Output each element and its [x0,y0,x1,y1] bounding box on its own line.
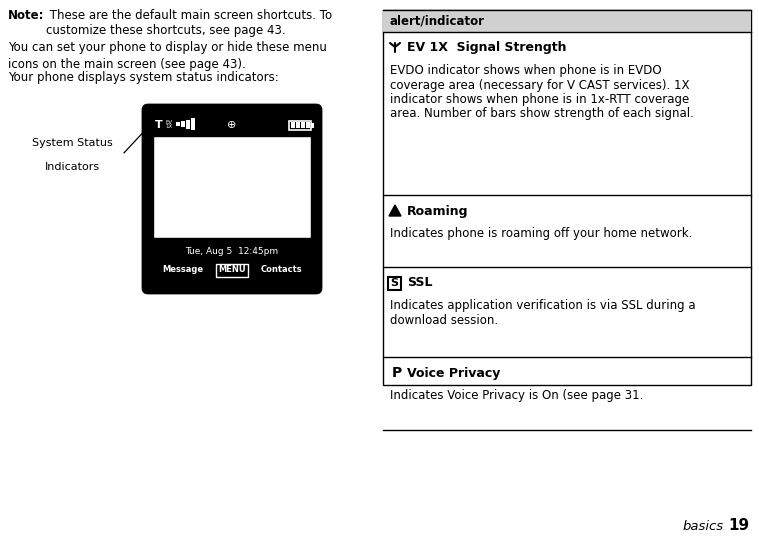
Text: 1X: 1X [165,124,172,129]
Text: Voice Privacy: Voice Privacy [407,366,500,379]
Text: Indicates phone is roaming off your home network.: Indicates phone is roaming off your home… [390,227,692,240]
Polygon shape [389,205,401,216]
Text: You can set your phone to display or hide these menu
icons on the main screen (s: You can set your phone to display or hid… [8,41,327,71]
Text: SSL: SSL [407,276,433,289]
Text: Indicates application verification is via SSL during a: Indicates application verification is vi… [390,299,696,312]
Bar [216,264,248,277]
Text: T: T [155,120,162,130]
Bar [152,240,312,284]
Bar [291,122,295,128]
Bar [296,122,300,128]
Text: area. Number of bars show strength of each signal.: area. Number of bars show strength of ea… [390,107,694,120]
Text: basics: basics [683,520,724,533]
Text: coverage area (necessary for V CAST services). 1X: coverage area (necessary for V CAST serv… [390,78,689,92]
Text: download session.: download session. [390,313,498,326]
Bar [191,118,194,130]
Bar [383,10,751,32]
Bar [153,136,311,238]
FancyBboxPatch shape [143,105,321,293]
Text: indicator shows when phone is in 1x-RTT coverage: indicator shows when phone is in 1x-RTT … [390,93,689,106]
Bar [301,122,305,128]
Bar [289,120,311,130]
Bar [306,122,310,128]
Bar [181,121,184,127]
Text: Tue, Aug 5  12:45pm: Tue, Aug 5 12:45pm [185,247,279,257]
Text: Message: Message [162,265,203,275]
Text: ⊕: ⊕ [227,120,237,130]
Text: These are the default main screen shortcuts. To
customize these shortcuts, see p: These are the default main screen shortc… [46,9,332,37]
Text: Indicators: Indicators [45,162,99,172]
Text: System Status: System Status [32,138,112,148]
Text: 19: 19 [728,518,749,533]
Text: MENU: MENU [218,265,246,275]
Text: EV: EV [165,119,172,124]
Text: EV 1X  Signal Strength: EV 1X Signal Strength [407,41,566,55]
Bar [388,277,401,290]
Text: P: P [392,366,402,380]
Text: S: S [390,278,398,288]
Text: Note:: Note: [8,9,45,22]
Bar [176,122,179,126]
Bar [383,10,751,385]
Text: Your phone displays system status indicators:: Your phone displays system status indica… [8,71,279,84]
Text: EVDO indicator shows when phone is in EVDO: EVDO indicator shows when phone is in EV… [390,64,662,77]
Bar [311,123,314,128]
Text: Roaming: Roaming [407,204,468,217]
Text: Indicates Voice Privacy is On (see page 31.: Indicates Voice Privacy is On (see page … [390,389,644,402]
Bar [186,119,190,129]
Text: Contacts: Contacts [260,265,302,275]
Text: alert/indicator: alert/indicator [389,15,484,27]
